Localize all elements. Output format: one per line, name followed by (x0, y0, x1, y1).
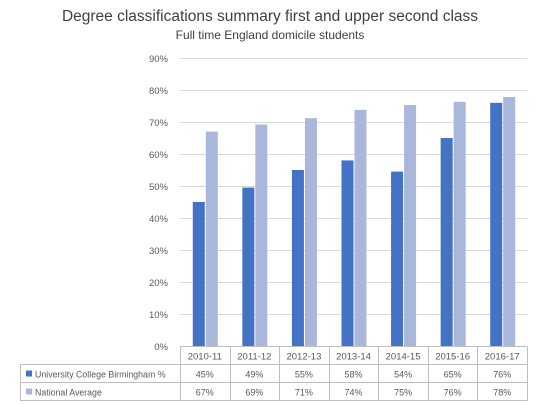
series-name: National Average (35, 388, 102, 398)
x-tick-label: 2011-12 (237, 352, 271, 363)
y-tick-label: 30% (149, 246, 169, 257)
bar-ucb (391, 171, 404, 346)
bar-national (503, 97, 516, 346)
y-tick-label: 20% (149, 278, 169, 289)
bar-ucb (291, 170, 304, 346)
bar-ucb (341, 160, 354, 346)
x-tick-label: 2014-15 (386, 352, 421, 363)
chart-title: Degree classifications summary first and… (61, 8, 479, 25)
y-tick-label: 80% (149, 86, 169, 97)
legend-key-ucb (26, 370, 32, 377)
series-name: University College Birmingham % (35, 370, 166, 380)
y-tick-label: 0% (154, 342, 168, 353)
table-value: 54% (394, 370, 412, 380)
chart-subtitle: Full time England domicile students (175, 28, 365, 42)
table-value: 74% (344, 388, 362, 398)
bar-national (205, 131, 218, 346)
y-tick-label: 40% (149, 214, 169, 225)
bar-national (404, 105, 417, 346)
x-tick-label: 2010-11 (188, 352, 222, 363)
bar-ucb (490, 102, 503, 346)
table-value: 49% (245, 370, 263, 380)
y-tick-label: 50% (149, 182, 169, 193)
bar-ucb (192, 202, 205, 346)
table-value: 58% (344, 370, 362, 380)
table-value: 45% (196, 370, 214, 380)
table-value: 65% (444, 370, 462, 380)
table-value: 55% (295, 370, 313, 380)
table-value: 75% (394, 388, 412, 398)
bar-national (453, 101, 466, 346)
y-tick-label: 90% (149, 54, 169, 65)
bar-national (354, 109, 367, 346)
x-tick-label: 2012-13 (286, 352, 321, 363)
legend-key-national (26, 388, 32, 395)
table-value: 76% (493, 370, 511, 380)
table-value: 69% (245, 388, 263, 398)
y-tick-label: 60% (149, 150, 169, 161)
x-tick-label: 2013-14 (336, 352, 371, 363)
y-tick-label: 70% (149, 118, 169, 129)
table-value: 78% (493, 388, 511, 398)
x-tick-label: 2016-17 (485, 352, 520, 363)
x-tick-label: 2015-16 (435, 352, 470, 363)
bar-ucb (242, 187, 255, 346)
bar-national (304, 118, 317, 346)
y-tick-label: 10% (149, 310, 169, 321)
table-value: 67% (196, 388, 214, 398)
table-value: 71% (295, 388, 313, 398)
table-value: 76% (444, 388, 462, 398)
bar-ucb (440, 138, 453, 346)
bar-national (255, 124, 268, 346)
